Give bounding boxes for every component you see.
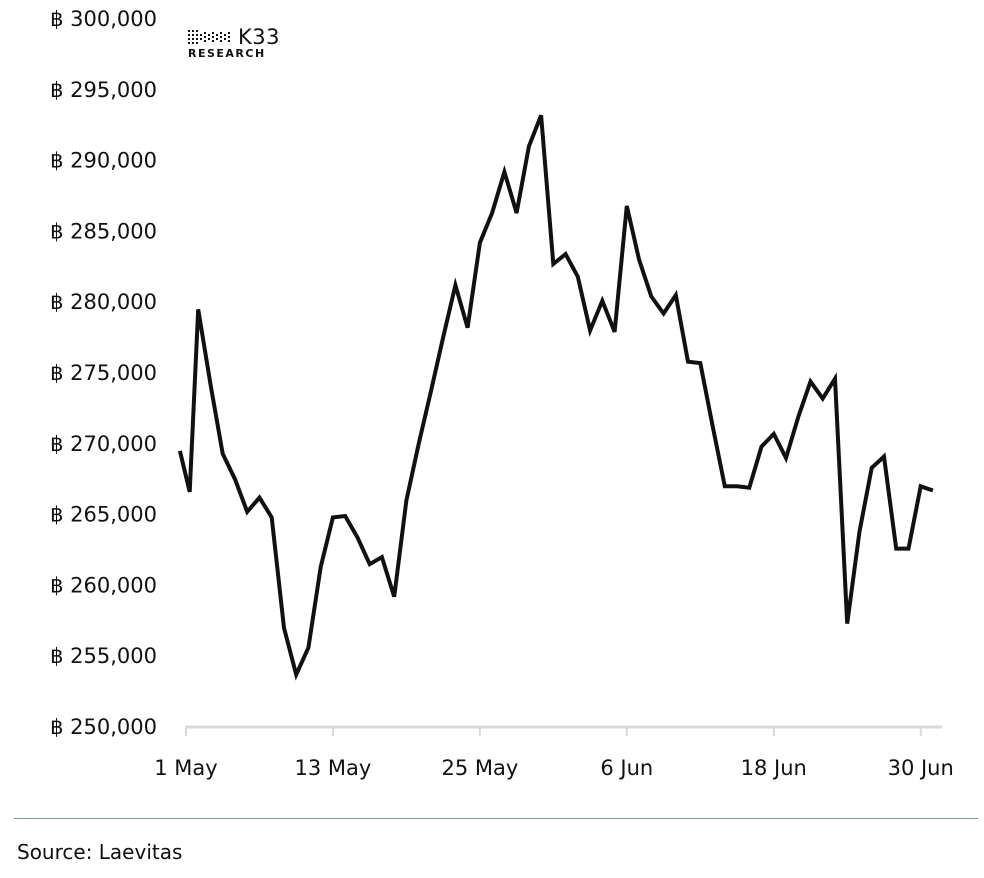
x-tick-label: 1 May <box>154 756 217 780</box>
y-tick-label: ฿ 270,000 <box>50 432 157 456</box>
y-tick-label: ฿ 265,000 <box>50 503 157 527</box>
x-axis: 1 May 13 May 25 May 6 Jun 18 Jun 30 Jun <box>154 726 954 780</box>
x-tick-label: 25 May <box>441 756 518 780</box>
y-tick-label: ฿ 280,000 <box>50 290 157 314</box>
logo-subtext: RESEARCH <box>188 47 266 60</box>
x-tick-label: 18 Jun <box>741 756 807 780</box>
logo-mark-icon <box>188 30 230 44</box>
source-note: Source: Laevitas <box>17 840 183 864</box>
y-axis: ฿ 250,000 ฿ 255,000 ฿ 260,000 ฿ 265,000 ฿ 27… <box>50 7 157 739</box>
y-tick-label: ฿ 290,000 <box>50 149 157 173</box>
x-tick-label: 30 Jun <box>888 756 954 780</box>
y-tick-label: ฿ 260,000 <box>50 573 157 597</box>
series-line <box>177 114 934 681</box>
x-tick-label: 6 Jun <box>600 756 653 780</box>
y-tick-label: ฿ 275,000 <box>50 361 157 385</box>
chart-area: ฿ 250,000 ฿ 255,000 ฿ 260,000 ฿ 265,000 ฿ 27… <box>50 7 954 780</box>
y-tick-label: ฿ 295,000 <box>50 78 157 102</box>
x-tick-label: 13 May <box>295 756 372 780</box>
y-tick-label: ฿ 285,000 <box>50 219 157 243</box>
y-tick-label: ฿ 255,000 <box>50 644 157 668</box>
y-tick-label: ฿ 300,000 <box>50 7 157 31</box>
footer-divider <box>14 818 978 819</box>
logo-brand-text: K33 <box>238 25 280 49</box>
y-tick-label: ฿ 250,000 <box>50 715 157 739</box>
